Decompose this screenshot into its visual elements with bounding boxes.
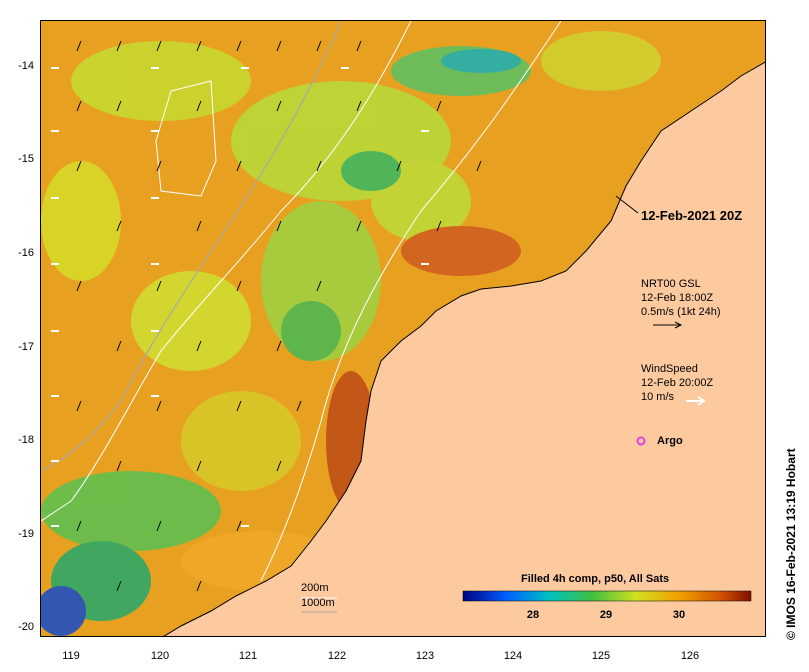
- current-legend: NRT00 GSL 12-Feb 18:00Z 0.5m/s (1kt 24h): [641, 277, 720, 319]
- sst-patches: [41, 31, 661, 636]
- x-tick-label: 125: [591, 650, 611, 662]
- wind-legend-line3: 10 m/s: [641, 391, 675, 403]
- current-legend-arrow: [653, 321, 683, 329]
- colorbar-label-28: 28: [526, 609, 540, 621]
- current-legend-line1: NRT00 GSL: [641, 278, 701, 290]
- x-tick-label: 124: [503, 650, 523, 662]
- y-tick-label: -17: [18, 341, 34, 353]
- x-tick-label: 123: [415, 650, 435, 662]
- argo-marker: [636, 436, 646, 446]
- x-tick-label: 122: [327, 650, 347, 662]
- date-pointer: [615, 195, 639, 214]
- imos-credit: © IMOS 16-Feb-2021 13:19 Hobart: [784, 448, 798, 640]
- x-tick-label: 119: [62, 650, 80, 662]
- y-tick-label: -14: [18, 60, 34, 72]
- isobath-legend-200m-label: 200m: [301, 582, 329, 594]
- current-legend-line3: 0.5m/s (1kt 24h): [641, 306, 721, 318]
- colorbar-title: Filled 4h comp, p50, All Sats: [521, 573, 670, 585]
- y-tick-label: -16: [18, 247, 34, 259]
- isobath-legend-1000m-label: 1000m: [301, 597, 335, 609]
- y-tick-label: -15: [18, 153, 34, 165]
- isobath-1000m: [41, 21, 342, 472]
- isobath-200m-b: [260, 21, 562, 582]
- wind-arrows: [51, 67, 429, 527]
- wind-legend-line2: 12-Feb 20:00Z: [641, 377, 714, 389]
- colorbar-label-29: 29: [599, 609, 613, 621]
- isobath-white-loop: [155, 80, 217, 197]
- coastline: [163, 61, 765, 636]
- sst-map[interactable]: 12-Feb-2021 20Z NRT00 GSL 12-Feb 18:00Z …: [40, 20, 766, 637]
- y-tick-label: -20: [18, 621, 34, 633]
- current-legend-line2: 12-Feb 18:00Z: [641, 292, 714, 304]
- date-stamp: 12-Feb-2021 20Z: [641, 208, 743, 223]
- current-arrows: [76, 40, 482, 592]
- colorbar: [462, 590, 752, 602]
- x-tick-label: 126: [680, 650, 700, 662]
- wind-legend: WindSpeed 12-Feb 20:00Z 10 m/s: [641, 362, 713, 404]
- x-tick-label: 120: [150, 650, 170, 662]
- map-canvas: [41, 21, 765, 636]
- isobath-200m: [41, 21, 412, 522]
- wind-legend-arrow: [686, 396, 706, 406]
- argo-label: Argo: [657, 435, 683, 447]
- y-tick-label: -18: [18, 434, 34, 446]
- x-tick-label: 121: [238, 650, 258, 662]
- wind-legend-line1: WindSpeed: [641, 363, 698, 375]
- y-tick-label: -19: [18, 528, 34, 540]
- land-mass: [164, 62, 765, 636]
- colorbar-label-30: 30: [672, 609, 686, 621]
